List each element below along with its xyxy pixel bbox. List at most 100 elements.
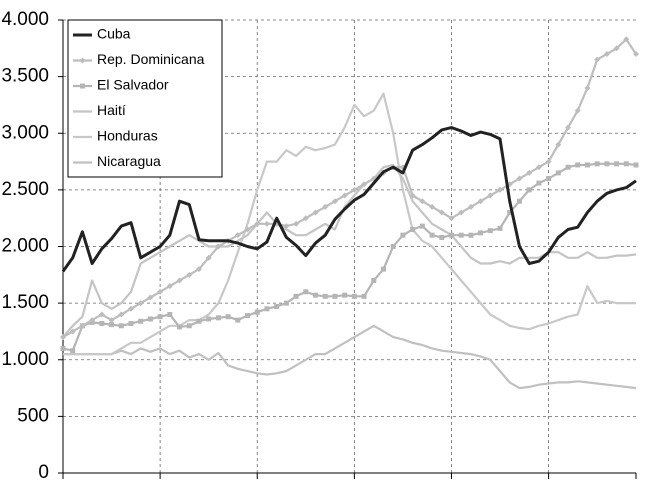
point (613, 45, 620, 52)
point (263, 220, 270, 227)
point (303, 289, 309, 295)
point (633, 162, 639, 168)
point (516, 175, 523, 182)
legend-label: Nicaragua (97, 153, 161, 169)
point (565, 164, 571, 170)
y-tick-label: 1.000 (1, 349, 49, 370)
legend-label: Rep. Dominicana (97, 51, 205, 67)
point (555, 141, 562, 148)
point (138, 318, 144, 324)
y-tick-label: 500 (17, 405, 49, 426)
point (409, 192, 416, 199)
point (205, 254, 212, 261)
point (293, 220, 300, 227)
point (69, 328, 76, 335)
point (225, 314, 231, 320)
point (322, 293, 328, 299)
point (234, 232, 241, 239)
point (419, 198, 426, 205)
point (109, 322, 115, 328)
legend-label: Haití (97, 102, 126, 118)
point (594, 161, 600, 167)
point (584, 162, 590, 168)
point (448, 232, 454, 238)
legend-label: Cuba (97, 26, 131, 42)
point (623, 36, 630, 43)
point (507, 210, 513, 216)
point (410, 227, 416, 233)
point (118, 323, 124, 329)
point (245, 313, 251, 319)
point (361, 181, 368, 188)
point (487, 228, 493, 234)
point (458, 232, 464, 238)
point (380, 266, 386, 272)
point (128, 321, 134, 327)
point (477, 198, 484, 205)
point (167, 311, 173, 317)
point (332, 293, 338, 299)
series-line (62, 163, 637, 338)
point (468, 232, 474, 238)
point (157, 288, 164, 295)
point (313, 292, 319, 298)
point (603, 50, 610, 57)
point (574, 107, 581, 114)
point (555, 170, 561, 176)
point (439, 234, 445, 240)
point (147, 316, 153, 322)
point (137, 300, 144, 307)
point (98, 311, 105, 318)
point (322, 203, 329, 210)
point (293, 293, 299, 299)
point (546, 176, 552, 182)
point (127, 305, 134, 312)
point (215, 243, 222, 250)
point (195, 266, 202, 273)
point (254, 309, 260, 315)
point (331, 198, 338, 205)
point (351, 293, 357, 299)
point (614, 161, 620, 167)
point (79, 322, 86, 329)
point (99, 321, 105, 327)
point (283, 300, 289, 306)
y-tick-label: 0 (38, 462, 49, 483)
point (497, 186, 504, 193)
point (575, 162, 581, 168)
point (70, 348, 76, 354)
point (545, 158, 552, 165)
legend-marker (79, 57, 86, 64)
point (166, 283, 173, 290)
point (157, 314, 163, 320)
point (526, 169, 533, 176)
point (264, 306, 270, 312)
point (177, 324, 183, 330)
point (186, 271, 193, 278)
point (516, 198, 522, 204)
y-tick-label: 2.500 (1, 179, 49, 200)
point (536, 180, 542, 186)
point (535, 164, 542, 171)
point (497, 225, 503, 231)
point (108, 317, 115, 324)
point (274, 304, 280, 310)
series-line (61, 126, 637, 273)
point (312, 209, 319, 216)
point (400, 232, 406, 238)
point (215, 315, 221, 321)
legend-marker (80, 83, 85, 89)
series-line (63, 92, 636, 356)
point (147, 294, 154, 301)
y-tick-label: 3.500 (1, 66, 49, 87)
point (419, 223, 425, 229)
point (118, 311, 125, 318)
point (254, 220, 261, 227)
point (60, 334, 66, 341)
point (244, 226, 251, 233)
point (176, 277, 183, 284)
y-tick-label: 3.000 (1, 122, 49, 143)
point (429, 203, 436, 210)
point (565, 124, 572, 131)
